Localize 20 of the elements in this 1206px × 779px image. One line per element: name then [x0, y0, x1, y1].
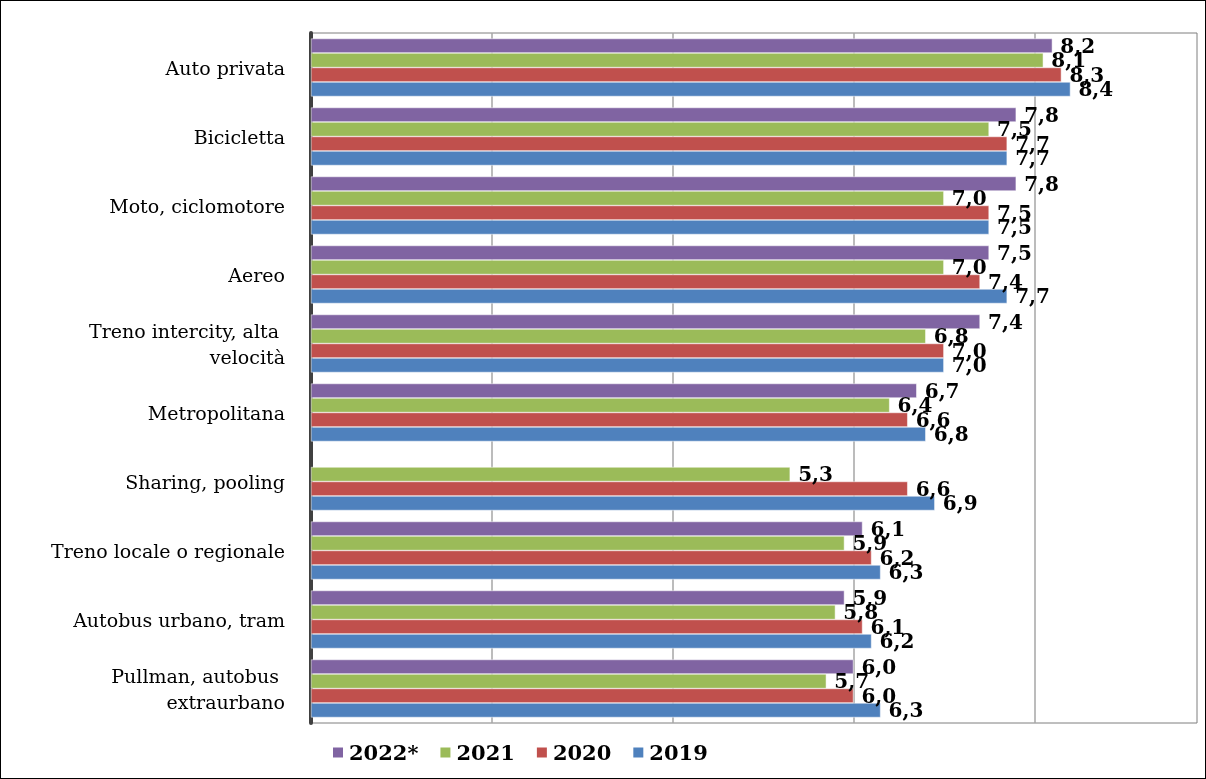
- data-label: 7,8: [1024, 171, 1059, 196]
- legend-label: 2019: [649, 740, 708, 765]
- y-tick-label: Treno locale o regionale: [51, 539, 285, 562]
- y-tick-label: Aereo: [227, 263, 285, 286]
- data-label: 7,4: [988, 309, 1023, 334]
- data-label: 7,0: [951, 255, 987, 280]
- y-tick-label: Pullman, autobus extraurbano: [111, 664, 285, 713]
- y-tick-label: Auto privata: [164, 56, 285, 79]
- y-tick-label: Autobus urbano, tram: [72, 608, 285, 631]
- y-tick-label: Metropolitana: [147, 401, 285, 424]
- legend-label: 2022*: [349, 740, 419, 765]
- data-label: 7,0: [951, 186, 987, 211]
- legend-label: 2021: [456, 740, 515, 765]
- y-tick-label: Treno intercity, alta velocità: [88, 319, 285, 368]
- y-tick-label: Bicicletta: [193, 125, 285, 148]
- y-tick-label: Moto, ciclomotore: [109, 194, 285, 217]
- data-label: 7,5: [997, 240, 1032, 265]
- legend-label: 2020: [552, 740, 612, 765]
- data-label: 5,3: [798, 462, 833, 487]
- y-tick-label: Sharing, pooling: [125, 470, 285, 493]
